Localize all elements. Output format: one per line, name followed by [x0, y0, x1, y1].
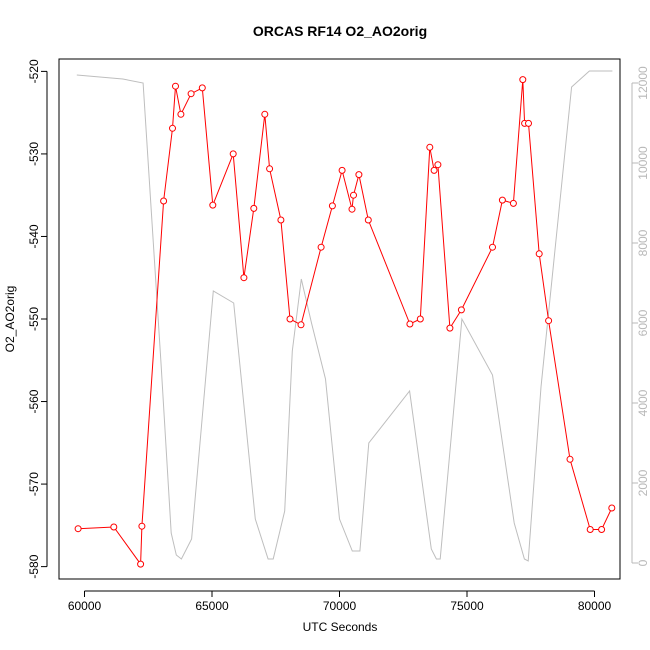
o2-data-point: [160, 197, 168, 205]
o2-data-point: [430, 166, 438, 174]
y-tick-label: -560: [27, 389, 41, 413]
altitude-line: [76, 70, 613, 562]
o2-data-point: [138, 522, 146, 530]
secondary-y-tick-label: 12000: [636, 66, 650, 100]
o2-data-point: [187, 90, 195, 98]
o2-data-point: [406, 320, 414, 328]
o2-data-point: [434, 161, 442, 169]
y-tick-label: -520: [27, 59, 41, 83]
secondary-y-tick-label: 4000: [636, 389, 650, 416]
o2-data-point: [317, 243, 325, 251]
o2-data-point: [535, 250, 543, 258]
o2-data-point: [266, 165, 274, 173]
o2-data-point: [240, 274, 248, 282]
o2-data-point: [261, 110, 269, 118]
y-tick-label: -540: [27, 224, 41, 248]
y-axis-label: O2_AO2orig: [3, 286, 17, 353]
o2-data-point: [489, 243, 496, 251]
o2-data-point: [519, 76, 527, 84]
o2-data-point: [198, 84, 206, 92]
o2-data-point: [177, 110, 185, 118]
secondary-y-tick-label: 0: [636, 559, 650, 566]
o2-data-point: [74, 525, 82, 533]
o2-data-point: [297, 321, 305, 329]
o2-data-point: [350, 191, 357, 199]
secondary-y-tick-label: 8000: [636, 229, 650, 256]
secondary-y-tick-label: 6000: [636, 309, 650, 336]
x-tick-label: 70000: [323, 599, 357, 613]
o2-data-point: [229, 150, 237, 158]
y-tick-label: -550: [27, 307, 41, 331]
o2-data-point: [169, 124, 176, 132]
plot-frame: [58, 58, 621, 580]
o2-data-point: [355, 171, 363, 179]
o2-data-point: [364, 216, 372, 224]
series-layer: [74, 70, 616, 568]
o2-data-point: [525, 119, 532, 127]
y-axis: -520 -530 -540 -550 -560 -570 -580: [27, 59, 48, 579]
o2-data-point: [137, 560, 145, 568]
o2-data-point: [416, 315, 424, 323]
o2-data-point: [509, 199, 517, 207]
o2-data-point: [426, 143, 434, 151]
secondary-y-axis: 0 2000 4000 6000 8000 10000 12000: [631, 66, 650, 566]
x-tick-label: 75000: [450, 599, 484, 613]
chart-title: ORCAS RF14 O2_AO2orig: [253, 23, 427, 39]
o2-data-point: [277, 216, 285, 224]
o2-data-point: [457, 306, 465, 314]
o2-data-point: [338, 166, 346, 174]
o2-data-point: [446, 324, 454, 332]
y-tick-label: -530: [27, 142, 41, 166]
o2-data-point: [498, 196, 506, 204]
x-tick-label: 80000: [578, 599, 612, 613]
o2-data-point: [250, 204, 258, 212]
o2-data-point: [172, 82, 179, 90]
x-tick-label: 65000: [195, 599, 229, 613]
secondary-y-tick-label: 2000: [636, 469, 650, 496]
o2-data-point: [209, 201, 217, 209]
y-tick-label: -580: [27, 554, 41, 578]
o2-data-point: [598, 526, 606, 533]
o2-data-point: [545, 317, 553, 325]
o2-data-point: [566, 455, 574, 463]
o2-data-point: [608, 504, 616, 512]
x-axis-label: UTC Seconds: [303, 620, 378, 634]
x-axis: 60000 65000 70000 75000 80000: [68, 590, 612, 613]
o2-data-point: [586, 526, 594, 533]
secondary-y-tick-label: 10000: [636, 146, 650, 180]
x-tick-label: 60000: [68, 599, 102, 613]
o2-data-point: [328, 202, 336, 210]
o2-data-point: [286, 315, 294, 323]
o2-data-point: [348, 205, 356, 213]
o2-data-point: [110, 523, 118, 531]
y-tick-label: -570: [27, 472, 41, 496]
